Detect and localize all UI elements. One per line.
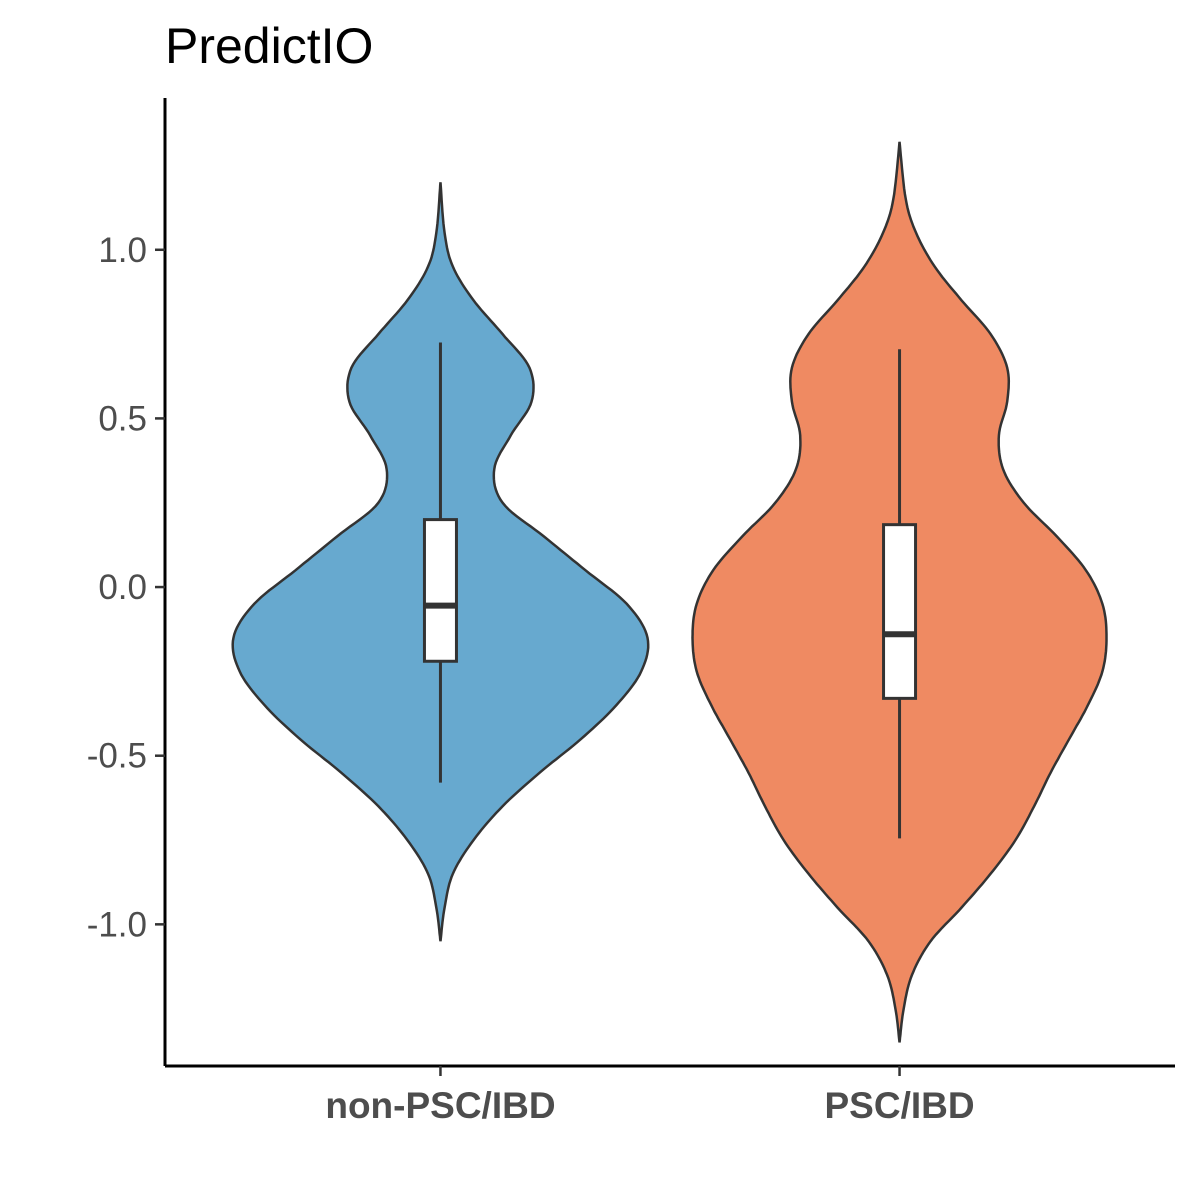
y-tick-label: 1.0 <box>98 231 147 270</box>
y-tick-label: -1.0 <box>87 905 147 944</box>
y-tick-label: -0.5 <box>87 737 147 776</box>
box-non-psc-ibd <box>422 518 458 663</box>
group-non-psc-ibd <box>231 182 650 942</box>
y-tick-label: 0.0 <box>98 568 147 607</box>
box-psc-ibd <box>882 523 918 700</box>
axes: 1.0 0.5 0.0 -0.5 -1.0 non-PSC/IBD PSC/IBD <box>87 98 1175 1126</box>
plot-area <box>231 141 1108 1043</box>
group-psc-ibd <box>691 141 1108 1043</box>
x-tick-label: PSC/IBD <box>825 1085 975 1126</box>
y-tick-label: 0.5 <box>98 399 147 438</box>
x-tick-label: non-PSC/IBD <box>325 1085 555 1126</box>
chart-title: PredictIO <box>165 18 373 74</box>
